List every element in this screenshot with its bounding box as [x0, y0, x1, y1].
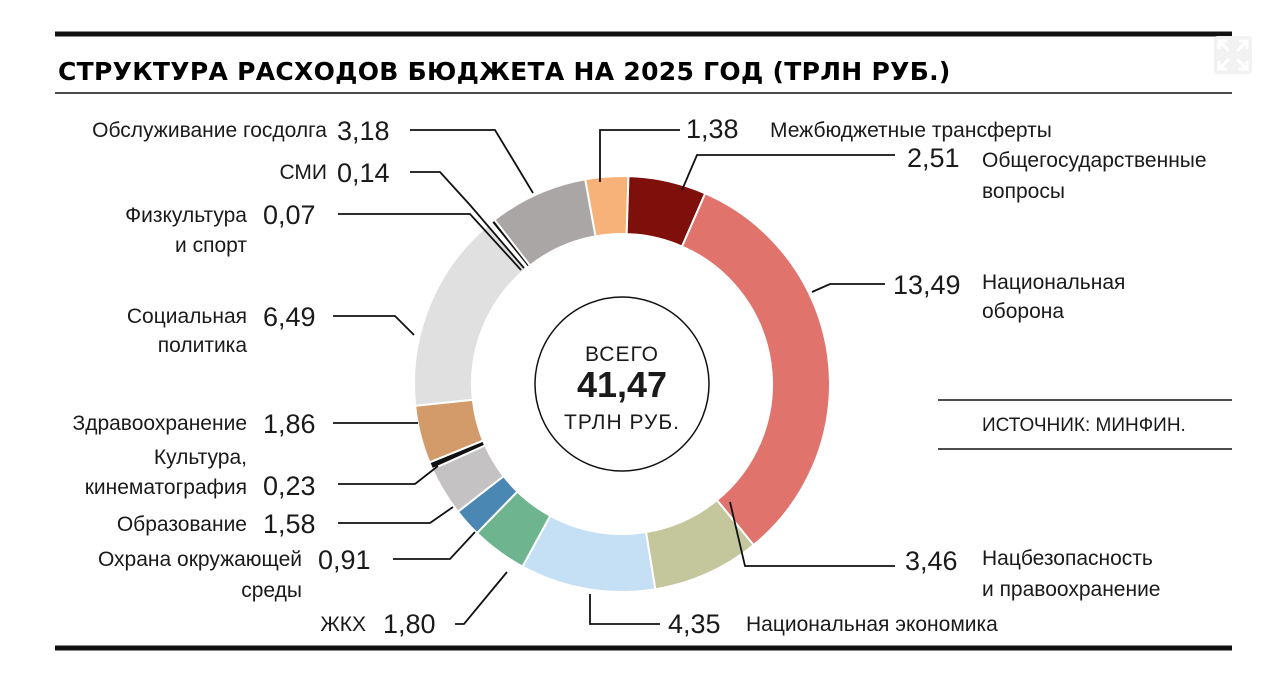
center-total: 41,47 — [577, 364, 667, 405]
value-general: 2,51 — [907, 143, 960, 173]
leader-culture — [338, 465, 439, 485]
label-media: СМИ — [279, 161, 327, 184]
label-sport-line2: и спорт — [175, 234, 247, 257]
label-culture-line2: кинематография — [85, 476, 247, 499]
slice-13 — [493, 178, 597, 267]
label-debt: Обслуживание госдолга — [92, 119, 327, 142]
label-defense-line2: оборона — [982, 300, 1064, 323]
label-education: Образование — [117, 513, 247, 536]
value-sport: 0,07 — [263, 200, 316, 230]
leader-housing — [455, 571, 508, 625]
center-label-top: ВСЕГО — [585, 343, 659, 366]
value-culture: 0,23 — [263, 471, 316, 501]
label-housing: ЖКХ — [320, 613, 366, 636]
leader-defense — [811, 283, 885, 293]
value-security: 3,46 — [905, 546, 958, 576]
donut-slices — [413, 175, 831, 593]
chart-title: СТРУКТУРА РАСХОДОВ БЮДЖЕТА НА 2025 ГОД (… — [58, 57, 951, 86]
leader-media — [410, 171, 525, 269]
label-defense-line1: Национальная — [982, 271, 1125, 294]
label-security-line1: Нацбезопасность — [982, 547, 1153, 570]
label-environment-line1: Охрана окружающей — [98, 548, 302, 571]
leader-security — [729, 501, 895, 567]
leader-general — [681, 154, 895, 191]
value-transfers: 1,38 — [686, 114, 739, 144]
value-environment: 0,91 — [318, 545, 371, 575]
label-transfers: Межбюджетные трансферты — [770, 119, 1052, 142]
leader-sport — [338, 213, 522, 271]
label-sport-line1: Физкультура — [125, 204, 247, 227]
leader-lines — [333, 129, 895, 625]
center-circle — [534, 296, 710, 472]
value-debt: 3,18 — [337, 116, 390, 146]
value-economy: 4,35 — [668, 609, 721, 639]
leader-transfers — [599, 129, 680, 182]
value-media: 0,14 — [337, 158, 390, 188]
value-social: 6,49 — [263, 302, 316, 332]
value-defense: 13,49 — [893, 270, 961, 300]
leader-social — [333, 315, 415, 336]
leader-education — [338, 506, 454, 524]
value-housing: 1,80 — [383, 609, 436, 639]
label-general-line2: вопросы — [982, 180, 1065, 203]
slice-2 — [680, 192, 831, 547]
label-health: Здравоохранение — [73, 412, 247, 435]
source-note: ИСТОЧНИК: МИНФИН. — [982, 415, 1186, 436]
label-security-line2: и правоохранение — [982, 578, 1160, 601]
label-environment-line2: среды — [241, 579, 302, 602]
leader-debt — [410, 129, 534, 194]
label-culture-line1: Культура, — [154, 446, 247, 469]
expand-icon[interactable] — [1214, 36, 1252, 74]
value-health: 1,86 — [263, 409, 316, 439]
value-education: 1,58 — [263, 509, 316, 539]
label-social-line2: политика — [158, 334, 248, 357]
label-economy: Национальная экономика — [746, 613, 998, 636]
leader-environment — [393, 531, 476, 560]
label-social-line1: Социальная — [127, 305, 247, 328]
label-general-line1: Общегосударственные — [982, 149, 1207, 172]
leader-economy — [589, 594, 660, 625]
center-label-bottom: ТРЛН РУБ. — [564, 411, 680, 434]
